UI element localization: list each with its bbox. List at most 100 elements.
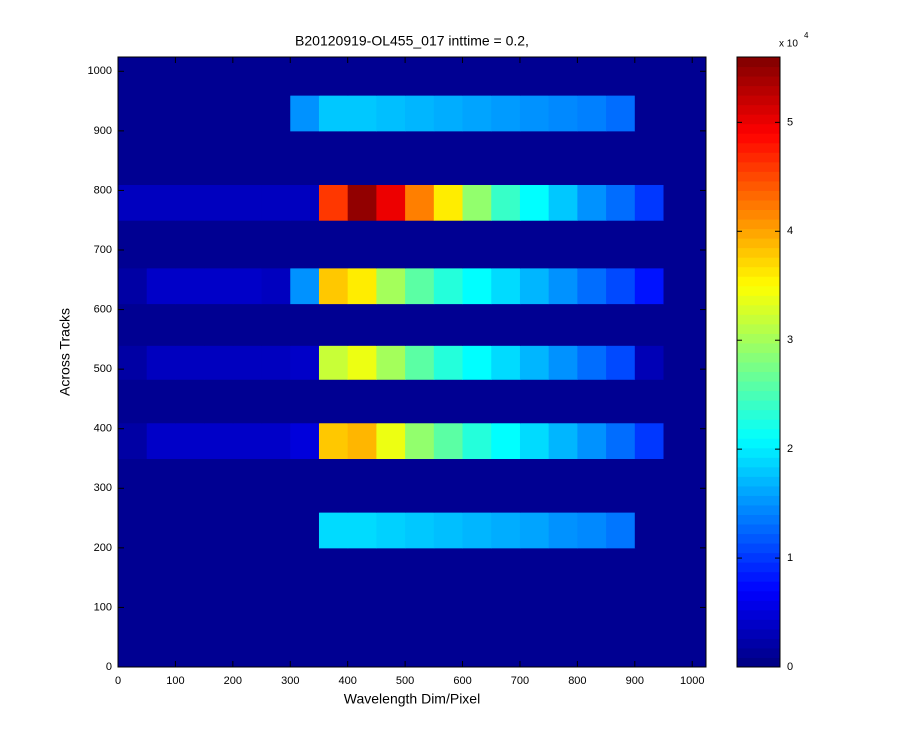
heatmap-cell bbox=[118, 458, 148, 513]
colorbar-swatch bbox=[737, 104, 780, 115]
heatmap-cell bbox=[318, 422, 349, 460]
colorbar-swatch bbox=[737, 381, 780, 392]
heatmap-cell bbox=[433, 95, 464, 132]
heatmap-cell bbox=[347, 422, 377, 460]
heatmap-cell bbox=[462, 303, 492, 346]
heatmap-cell bbox=[462, 422, 492, 460]
heatmap-cell bbox=[204, 345, 234, 380]
heatmap-cell bbox=[405, 379, 435, 424]
heatmap-cell bbox=[577, 512, 607, 549]
heatmap-cell bbox=[606, 130, 636, 185]
colorbar-swatch bbox=[737, 600, 780, 611]
x-tick-label: 900 bbox=[626, 675, 644, 687]
heatmap-cell bbox=[405, 95, 435, 132]
heatmap-cell bbox=[118, 57, 148, 96]
heatmap-cell bbox=[491, 458, 521, 513]
heatmap-cell bbox=[663, 220, 707, 269]
heatmap-cell bbox=[261, 267, 291, 305]
heatmap-cell bbox=[290, 220, 320, 269]
heatmap-cell bbox=[376, 267, 406, 305]
heatmap-cell bbox=[118, 220, 148, 269]
heatmap-cell bbox=[146, 547, 176, 668]
colorbar-tick-label: 0 bbox=[787, 661, 793, 673]
colorbar-swatch bbox=[737, 447, 780, 458]
heatmap-cell bbox=[175, 57, 205, 96]
heatmap-cell bbox=[606, 57, 636, 96]
heatmap-cell bbox=[290, 512, 320, 549]
heatmap-cell bbox=[663, 57, 707, 96]
heatmap-cell bbox=[261, 422, 291, 460]
heatmap-cell bbox=[491, 345, 521, 380]
heatmap-cell bbox=[663, 547, 707, 668]
x-tick-label: 300 bbox=[281, 675, 299, 687]
colorbar-swatch bbox=[737, 647, 780, 658]
heatmap-cell bbox=[634, 184, 665, 221]
colorbar-swatch bbox=[737, 495, 780, 506]
y-tick-label: 300 bbox=[94, 482, 112, 494]
heatmap-cell bbox=[204, 547, 234, 668]
colorbar-swatch bbox=[737, 524, 780, 535]
heatmap-cell bbox=[577, 547, 607, 668]
heatmap-cell bbox=[118, 379, 148, 424]
heatmap-cell bbox=[261, 303, 291, 346]
heatmap-cell bbox=[663, 267, 707, 305]
colorbar-swatch bbox=[737, 409, 780, 420]
colorbar-swatch bbox=[737, 295, 780, 306]
heatmap-cell bbox=[548, 303, 578, 346]
heatmap-cell bbox=[548, 547, 578, 668]
heatmap-cell bbox=[118, 512, 148, 549]
x-tick-label: 700 bbox=[511, 675, 529, 687]
colorbar-swatch bbox=[737, 362, 780, 373]
heatmap-cell bbox=[405, 220, 435, 269]
heatmap-cell bbox=[577, 267, 607, 305]
heatmap-cell bbox=[232, 512, 263, 549]
heatmap-cell bbox=[290, 95, 320, 132]
colorbar-swatch bbox=[737, 333, 780, 344]
colorbar-swatch bbox=[737, 123, 780, 134]
colorbar-exponent-base: x 10 bbox=[779, 39, 798, 50]
heatmap-cell bbox=[232, 345, 263, 380]
y-tick-label: 600 bbox=[94, 303, 112, 315]
colorbar-swatch bbox=[737, 180, 780, 191]
heatmap-cell bbox=[146, 267, 176, 305]
heatmap-cell bbox=[175, 422, 205, 460]
heatmap-cell bbox=[433, 130, 464, 185]
heatmap-cell bbox=[491, 267, 521, 305]
colorbar-swatch bbox=[737, 428, 780, 439]
colorbar-tick-label: 4 bbox=[787, 225, 793, 237]
colorbar-swatch bbox=[737, 438, 780, 449]
heatmap-cell bbox=[146, 512, 176, 549]
heatmap-cell bbox=[433, 267, 464, 305]
heatmap-cell bbox=[204, 184, 234, 221]
heatmap-cell bbox=[347, 512, 377, 549]
heatmap-cell bbox=[462, 379, 492, 424]
colorbar-swatch bbox=[737, 514, 780, 525]
colorbar-swatch bbox=[737, 543, 780, 554]
y-tick-label: 700 bbox=[94, 244, 112, 256]
heatmap-cell bbox=[519, 267, 550, 305]
heatmap-cell bbox=[118, 184, 148, 221]
heatmap-cell bbox=[491, 547, 521, 668]
heatmap-cell bbox=[290, 267, 320, 305]
heatmap-cell bbox=[405, 184, 435, 221]
y-tick-label: 0 bbox=[106, 661, 112, 673]
heatmap-cell bbox=[462, 220, 492, 269]
heatmap-cell bbox=[577, 303, 607, 346]
heatmap-cell bbox=[347, 57, 377, 96]
heatmap-cell bbox=[175, 345, 205, 380]
colorbar-swatch bbox=[737, 485, 780, 496]
heatmap-cell bbox=[290, 547, 320, 668]
heatmap-cell bbox=[577, 345, 607, 380]
colorbar-swatch bbox=[737, 257, 780, 268]
heatmap-cell bbox=[548, 458, 578, 513]
colorbar-swatch bbox=[737, 57, 780, 68]
colorbar-tick-label: 2 bbox=[787, 443, 793, 455]
y-tick-label: 900 bbox=[94, 125, 112, 137]
heatmap-cell bbox=[606, 512, 636, 549]
heatmap-cell bbox=[634, 345, 665, 380]
colorbar-swatch bbox=[737, 638, 780, 649]
heatmap-cell bbox=[118, 130, 148, 185]
heatmap-cell bbox=[376, 379, 406, 424]
heatmap-cell bbox=[663, 458, 707, 513]
heatmap-cell bbox=[347, 220, 377, 269]
